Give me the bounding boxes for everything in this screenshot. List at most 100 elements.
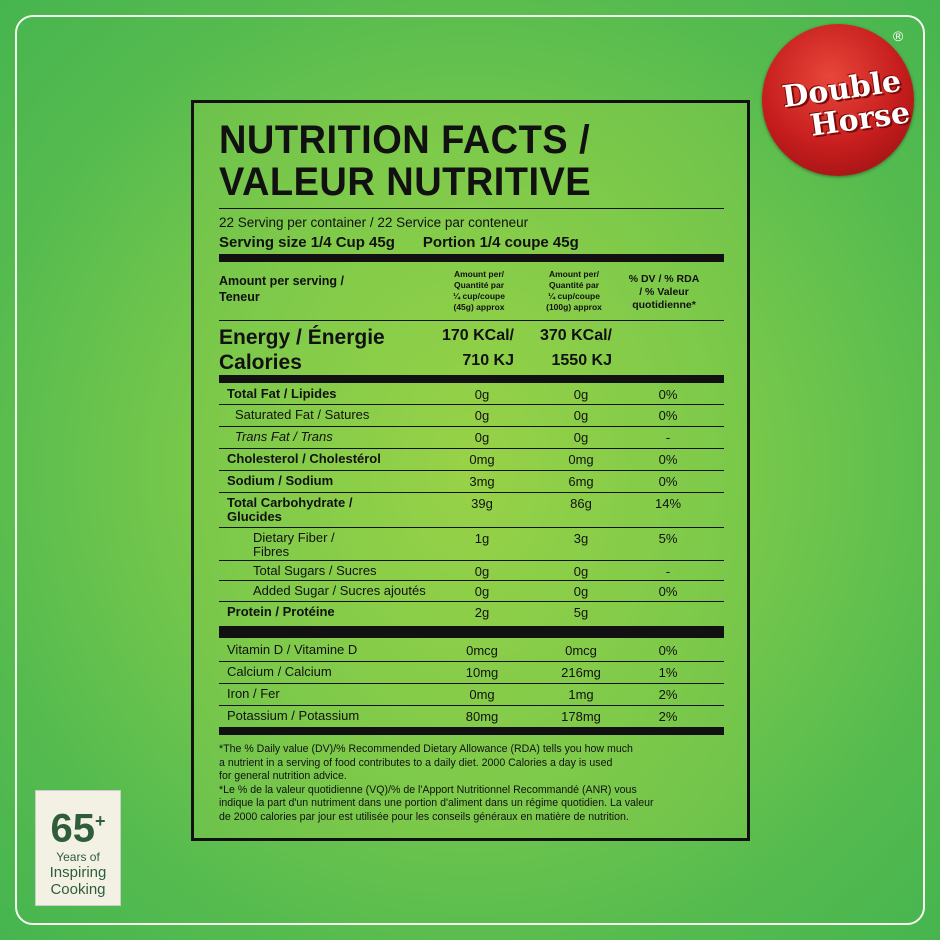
h: Amount per/	[548, 269, 600, 279]
nutrient-row: Trans Fat / Trans 0g 0g -	[219, 427, 724, 449]
servings-per-container: 22 Serving per container / 22 Service pa…	[219, 215, 529, 230]
amount-per-45g: 0g	[474, 564, 490, 579]
nutrient-row: Total Sugars / Sucres 0g 0g -	[219, 561, 724, 581]
h: % DV / % RDA	[628, 273, 700, 285]
h: ¼ cup/coupe	[453, 291, 505, 301]
col2-header: Amount per/Quantité par ¼ cup/coupe (100g)…	[534, 269, 614, 313]
daily-value: 0%	[658, 387, 678, 402]
amount-per-100g: 0mcg	[565, 643, 597, 658]
energy-label: Energy / Énergie Calories	[219, 325, 385, 375]
footnote-line: a nutrient in a serving of food contribu…	[219, 756, 613, 769]
header-amount: Amount per serving /	[219, 274, 345, 288]
nutrient-name: Sodium / Sodium	[227, 473, 334, 488]
amount-per-45g: 0mcg	[466, 643, 498, 658]
nutrient-row: Iron / Fer 0mg 1mg 2%	[219, 684, 724, 706]
amount-per-45g: 0g	[474, 387, 490, 402]
amount-per-100g: 5g	[573, 605, 589, 620]
amount-per-45g: 0g	[474, 430, 490, 445]
title-line-2: VALEUR NUTRITIVE	[219, 160, 592, 204]
v: 1550 KJ	[551, 352, 613, 369]
v: 170 KCal/	[441, 327, 514, 344]
badge-line: Inspiring	[49, 864, 107, 882]
v: 370 KCal/	[539, 327, 612, 344]
daily-value: 0%	[658, 474, 678, 489]
nutrient-name: Total Sugars / Sucres	[253, 563, 377, 578]
nutrient-name: Calcium / Calcium	[227, 664, 332, 679]
registered-mark: ®	[893, 28, 904, 44]
thick-divider	[219, 727, 724, 735]
nutrient-row: Potassium / Potassium 80mg 178mg 2%	[219, 706, 724, 727]
h: Quantité par	[453, 280, 505, 290]
serving-size-en: Serving size 1/4 Cup 45g	[219, 234, 395, 251]
serving-size-fr: Portion 1/4 coupe 45g	[422, 234, 579, 251]
nutrient-row: Dietary Fiber / Fibres 1g 3g 5%	[219, 528, 724, 561]
double-horse-logo: Double Horse	[762, 24, 914, 176]
nutrient-row: Calcium / Calcium 10mg 216mg 1%	[219, 662, 724, 684]
h: ¼ cup/coupe	[548, 291, 600, 301]
amount-per-100g: 86g	[570, 496, 592, 511]
footnote-line: indique la part d'un nutriment dans une …	[219, 797, 654, 809]
daily-value: 0%	[658, 584, 678, 599]
nutrient-name: Protein / Protéine	[227, 604, 335, 619]
amount-per-45g: 0g	[474, 584, 490, 599]
amount-per-100g: 0g	[573, 387, 589, 402]
nutrient-name: Dietary Fiber / Fibres	[253, 530, 335, 559]
amount-per-45g: 1g	[474, 531, 490, 546]
nutrition-facts-panel: NUTRITION FACTS / VALEUR NUTRITIVE 22 Se…	[191, 100, 750, 841]
h: quotidienne*	[632, 299, 696, 311]
nutrient-row: Protein / Protéine 2g 5g	[219, 602, 724, 626]
daily-value: 2%	[658, 687, 678, 702]
footnote: *The % Daily value (DV)/% Recommended Di…	[219, 743, 724, 824]
daily-value: -	[665, 430, 671, 445]
daily-value: 5%	[658, 531, 678, 546]
nutrient-row: Added Sugar / Sucres ajoutés 0g 0g 0%	[219, 581, 724, 602]
header-teneur: Teneur	[219, 290, 260, 304]
amount-per-45g: 2g	[474, 605, 490, 620]
col1-header: Amount per/Quantité par ¼ cup/coupe (45g) …	[439, 269, 519, 313]
amount-per-100g: 1mg	[568, 687, 594, 702]
thick-divider	[219, 254, 724, 262]
energy-col1: 170 KCal/710 KJ	[409, 323, 514, 373]
footnote-line: for general nutrition advice.	[219, 770, 347, 782]
energy-col2: 370 KCal/1550 KJ	[504, 323, 612, 373]
thick-divider	[219, 626, 724, 638]
nutrient-name: Potassium / Potassium	[227, 708, 360, 723]
amount-per-100g: 0g	[573, 408, 589, 423]
daily-value: 0%	[658, 408, 678, 423]
nutrient-name: Iron / Fer	[227, 686, 280, 701]
outer-frame	[15, 15, 925, 925]
amount-per-45g: 80mg	[465, 709, 499, 724]
daily-value: 1%	[658, 665, 678, 680]
footnote-line: *Le % de la valeur quotidienne (VQ)/% de…	[219, 783, 637, 796]
amount-per-100g: 0mg	[568, 452, 594, 467]
footnote-line: *The % Daily value (DV)/% Recommended Di…	[219, 743, 633, 755]
daily-value: 0%	[658, 452, 678, 467]
nutrient-row: Total Carbohydrate / Glucides 39g 86g 14%	[219, 493, 724, 528]
title-line-1: NUTRITION FACTS /	[219, 118, 591, 162]
daily-value: -	[665, 564, 671, 579]
badge-number: 65+	[36, 799, 120, 850]
nutrient-name: Cholesterol / Cholestérol	[227, 451, 381, 466]
serving-size: Serving size 1/4 Cup 45g Portion 1/4 coup…	[219, 234, 607, 251]
daily-value: 14%	[654, 496, 682, 511]
amount-per-45g: 39g	[471, 496, 493, 511]
n: 65	[50, 806, 95, 851]
h: (100g) approx	[546, 302, 602, 312]
energy-label-2: Calories	[219, 351, 302, 374]
h: / % Valeur	[639, 286, 689, 298]
amount-per-100g: 216mg	[561, 665, 601, 680]
nutrient-name: Total Carbohydrate / Glucides	[227, 495, 353, 524]
divider	[219, 208, 724, 209]
amount-per-100g: 3g	[573, 531, 589, 546]
amount-per-100g: 0g	[573, 430, 589, 445]
nutrient-row: Total Fat / Lipides 0g 0g 0%	[219, 384, 724, 405]
col3-header: % DV / % RDA / % Valeur quotidienne*	[614, 273, 714, 312]
amount-per-45g: 3mg	[469, 474, 495, 489]
nutrient-name: Total Fat / Lipides	[227, 386, 337, 401]
daily-value: 2%	[658, 709, 678, 724]
thick-divider	[219, 375, 724, 383]
amount-per-100g: 178mg	[561, 709, 601, 724]
amount-per-45g: 0g	[474, 408, 490, 423]
amount-per-45g: 10mg	[465, 665, 499, 680]
nutrient-name: Added Sugar / Sucres ajoutés	[253, 583, 426, 598]
